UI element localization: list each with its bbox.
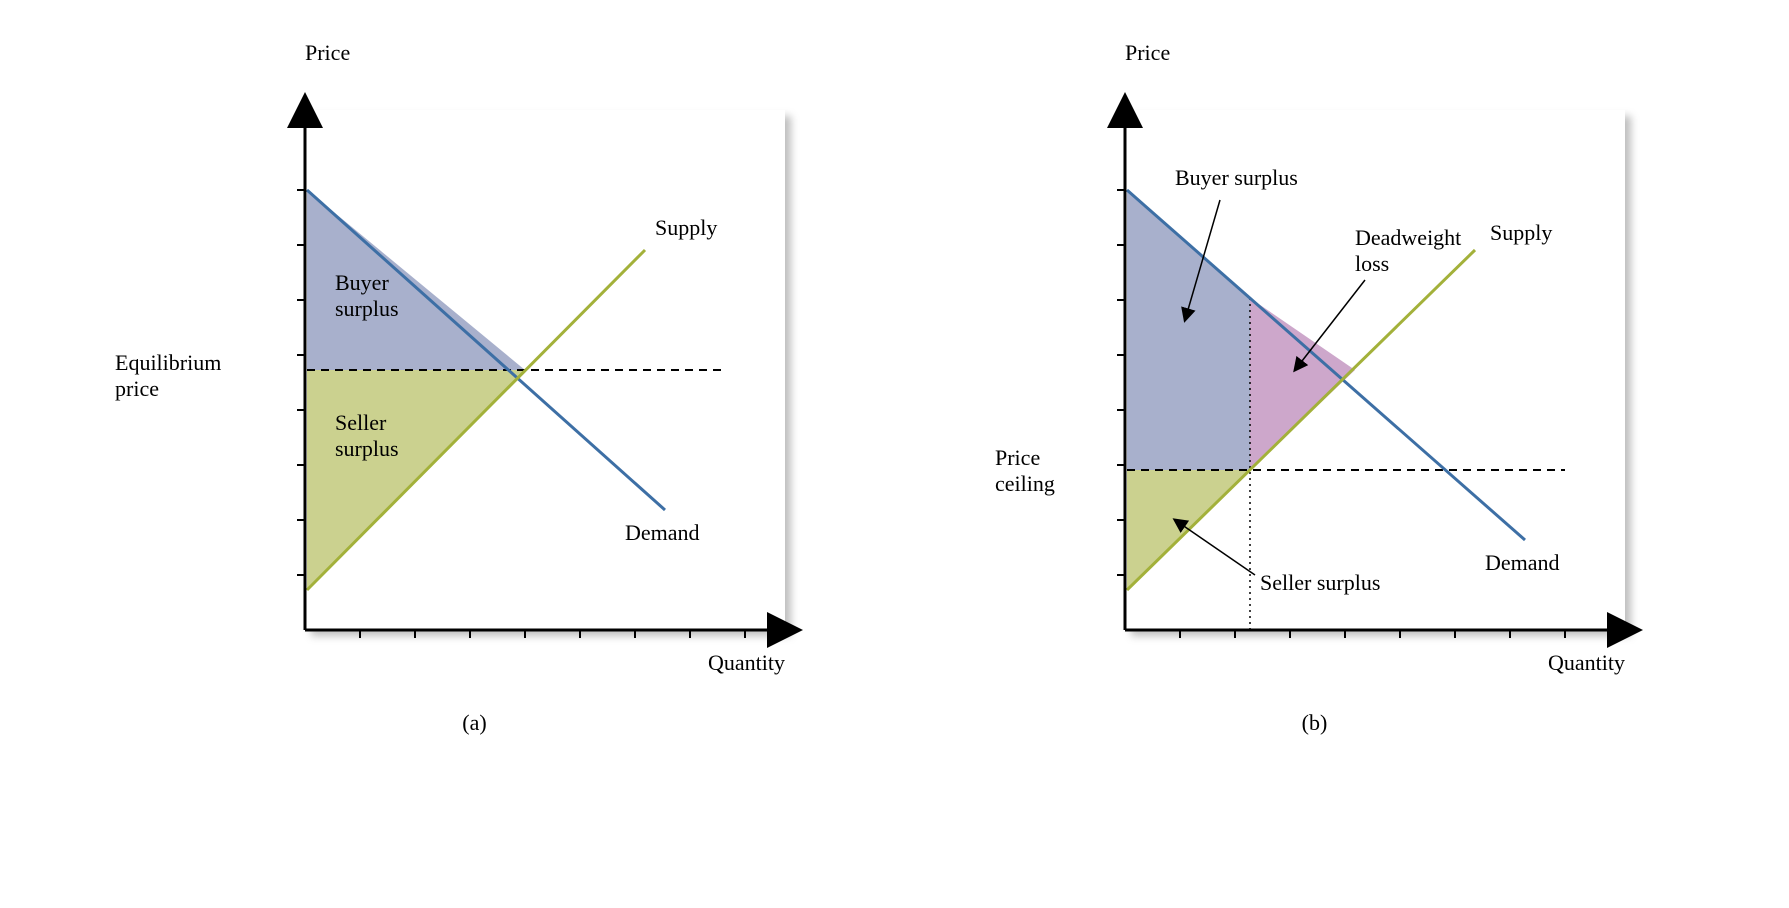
panel-b-caption: (b) (1302, 710, 1328, 736)
panel-a-svg: Price Quantity Buyer surplus Seller surp… (115, 20, 835, 680)
ceiling-label-b: Price ceiling (995, 445, 1055, 496)
supply-label-a: Supply (655, 215, 717, 240)
panel-b-svg: Price Quantity Buyer surplus Deadweight … (955, 20, 1675, 680)
buyer-surplus-label-a: Buyer surplus (335, 270, 399, 321)
x-axis-label-a: Quantity (708, 650, 785, 675)
demand-label-b: Demand (1485, 550, 1560, 575)
eq-price-label-a: Equilibrium price (115, 350, 227, 401)
panel-a-caption: (a) (462, 710, 486, 736)
supply-label-b: Supply (1490, 220, 1552, 245)
buyer-surplus-label-b: Buyer surplus (1175, 165, 1298, 190)
seller-surplus-label-a: Seller surplus (335, 410, 399, 461)
x-axis-label-b: Quantity (1548, 650, 1625, 675)
y-axis-label-b: Price (1125, 40, 1170, 65)
panel-a: Price Quantity Buyer surplus Seller surp… (115, 20, 835, 736)
panel-b: Price Quantity Buyer surplus Deadweight … (955, 20, 1675, 736)
y-axis-label-a: Price (305, 40, 350, 65)
demand-label-a: Demand (625, 520, 700, 545)
seller-surplus-label-b: Seller surplus (1260, 570, 1380, 595)
chart-container: Price Quantity Buyer surplus Seller surp… (20, 20, 1769, 736)
